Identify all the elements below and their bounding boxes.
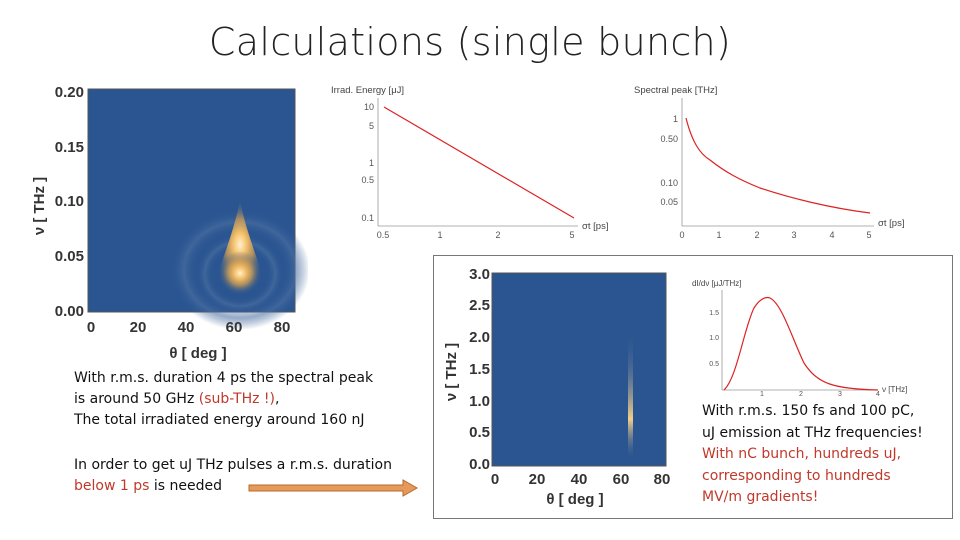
energy-chart: Irrad. Energy [μJ] 10 5 1 0.5 0.1 0.5 1 …	[331, 85, 608, 240]
y-axis-label: ν [ THz ]	[31, 177, 48, 235]
x-axis-label: ν [THz]	[882, 385, 907, 394]
y-tick: 1.0	[709, 335, 719, 342]
x-axis-label: θ [ deg ]	[546, 491, 603, 508]
x-tick: 1	[716, 230, 721, 240]
x-tick: 1	[760, 391, 764, 398]
y-tick: 0.20	[55, 84, 84, 101]
short-bunch-note: With r.m.s. 150 fs and 100 pC, uJ emissi…	[702, 401, 947, 509]
series-line	[383, 106, 575, 219]
x-tick: 20	[130, 319, 147, 336]
y-axis-label: Irrad. Energy [μJ]	[331, 85, 404, 96]
requirement-note: In order to get uJ THz pulses a r.m.s. d…	[74, 455, 434, 497]
y-tick: 3.0	[469, 266, 490, 283]
x-tick: 40	[571, 471, 588, 488]
note-text: is needed	[149, 478, 222, 494]
x-tick: 3	[838, 391, 842, 398]
series-line	[723, 296, 879, 391]
note-line: below 1 ps is needed	[74, 476, 434, 497]
slide-title: Calculations (single bunch)	[208, 20, 732, 64]
y-tick: 10	[364, 102, 374, 112]
y-tick: 0.05	[660, 197, 678, 207]
y-tick: 1.5	[469, 361, 490, 378]
x-tick: 5	[866, 230, 871, 240]
right-arrow-icon	[248, 479, 419, 497]
spectral-peak-chart: Spectral peak [THz] 1 0.50 0.10 0.05 0 1…	[634, 85, 904, 240]
x-tick: 1	[437, 230, 442, 240]
y-tick: 1.0	[469, 393, 490, 410]
note-highlight: (sub-THz !)	[198, 391, 275, 407]
y-tick: 0.05	[55, 248, 84, 265]
y-tick: 5	[369, 121, 374, 131]
note-line: is around 50 GHz (sub-THz !),	[74, 389, 434, 410]
x-axis-label: σt [ps]	[582, 221, 608, 232]
heatmap-chart-single-bunch: 0.20 0.15 0.10 0.05 0.00 0 20 40 60 80 θ…	[31, 84, 308, 362]
heatmap2-frame	[491, 272, 667, 467]
x-axis-label: σt [ps]	[878, 218, 904, 229]
y-tick: 1.5	[709, 310, 719, 317]
heatmap-chart-short-bunch: 3.0 2.5 2.0 1.5 1.0 0.5 0.0 0 20 40 60 8…	[443, 266, 671, 508]
note-text: is around 50 GHz	[74, 391, 199, 407]
x-tick: 0	[87, 319, 95, 336]
x-tick: 0	[679, 230, 684, 240]
y-tick: 1	[673, 114, 678, 124]
y-axis-label: Spectral peak [THz]	[634, 85, 717, 96]
single-bunch-note: With r.m.s. duration 4 ps the spectral p…	[74, 368, 434, 431]
y-tick: 0.1	[361, 213, 374, 223]
y-axis-label: dI/dν [μJ/THz]	[692, 279, 742, 288]
note-highlight: below 1 ps	[74, 478, 150, 494]
note-text: ,	[274, 391, 280, 407]
x-tick: 0	[491, 471, 499, 488]
y-tick: 2.5	[469, 297, 490, 314]
x-tick: 0.5	[377, 230, 390, 240]
y-tick: 0.10	[55, 193, 84, 210]
x-tick: 4	[829, 230, 834, 240]
y-tick: 0.00	[55, 303, 84, 320]
y-tick: 0.15	[55, 139, 84, 156]
x-tick: 3	[791, 230, 796, 240]
y-tick: 1	[369, 158, 374, 168]
y-tick: 2.0	[469, 329, 490, 346]
y-tick: 0.5	[361, 175, 374, 185]
x-tick: 60	[226, 319, 243, 336]
spectral-density-chart: dI/dν [μJ/THz] 1.5 1.0 0.5 1 2 3 4 ν [TH…	[692, 279, 907, 398]
x-tick: 2	[799, 391, 803, 398]
x-tick: 5	[569, 230, 574, 240]
note-line: The total irradiated energy around 160 n…	[74, 412, 365, 428]
x-tick: 2	[754, 230, 759, 240]
x-tick: 40	[178, 319, 195, 336]
y-axis-label: ν [ THz ]	[443, 343, 460, 401]
x-axis-label: θ [ deg ]	[169, 345, 226, 362]
heatmap2-peak	[628, 328, 633, 458]
y-tick: 0.50	[660, 134, 678, 144]
note-line: uJ emission at THz frequencies!	[702, 424, 923, 441]
x-tick: 20	[529, 471, 546, 488]
note-line: With r.m.s. duration 4 ps the spectral p…	[74, 370, 374, 386]
note-line: MV/m gradients!	[702, 489, 819, 505]
y-tick: 0.10	[660, 178, 678, 188]
y-tick: 0.5	[709, 361, 719, 368]
x-tick: 60	[613, 471, 630, 488]
x-tick: 80	[654, 471, 671, 488]
y-tick: 0.5	[469, 424, 490, 441]
series-line	[685, 117, 871, 214]
x-tick: 80	[274, 319, 291, 336]
y-tick: 0.0	[469, 456, 490, 473]
note-line: With nC bunch, hundreds uJ,	[702, 446, 902, 462]
x-tick: 4	[876, 391, 880, 398]
note-line: With r.m.s. 150 fs and 100 pC,	[702, 403, 915, 419]
note-line: corresponding to hundreds	[702, 467, 891, 484]
x-tick: 2	[495, 230, 500, 240]
note-line: In order to get uJ THz pulses a r.m.s. d…	[74, 457, 392, 473]
